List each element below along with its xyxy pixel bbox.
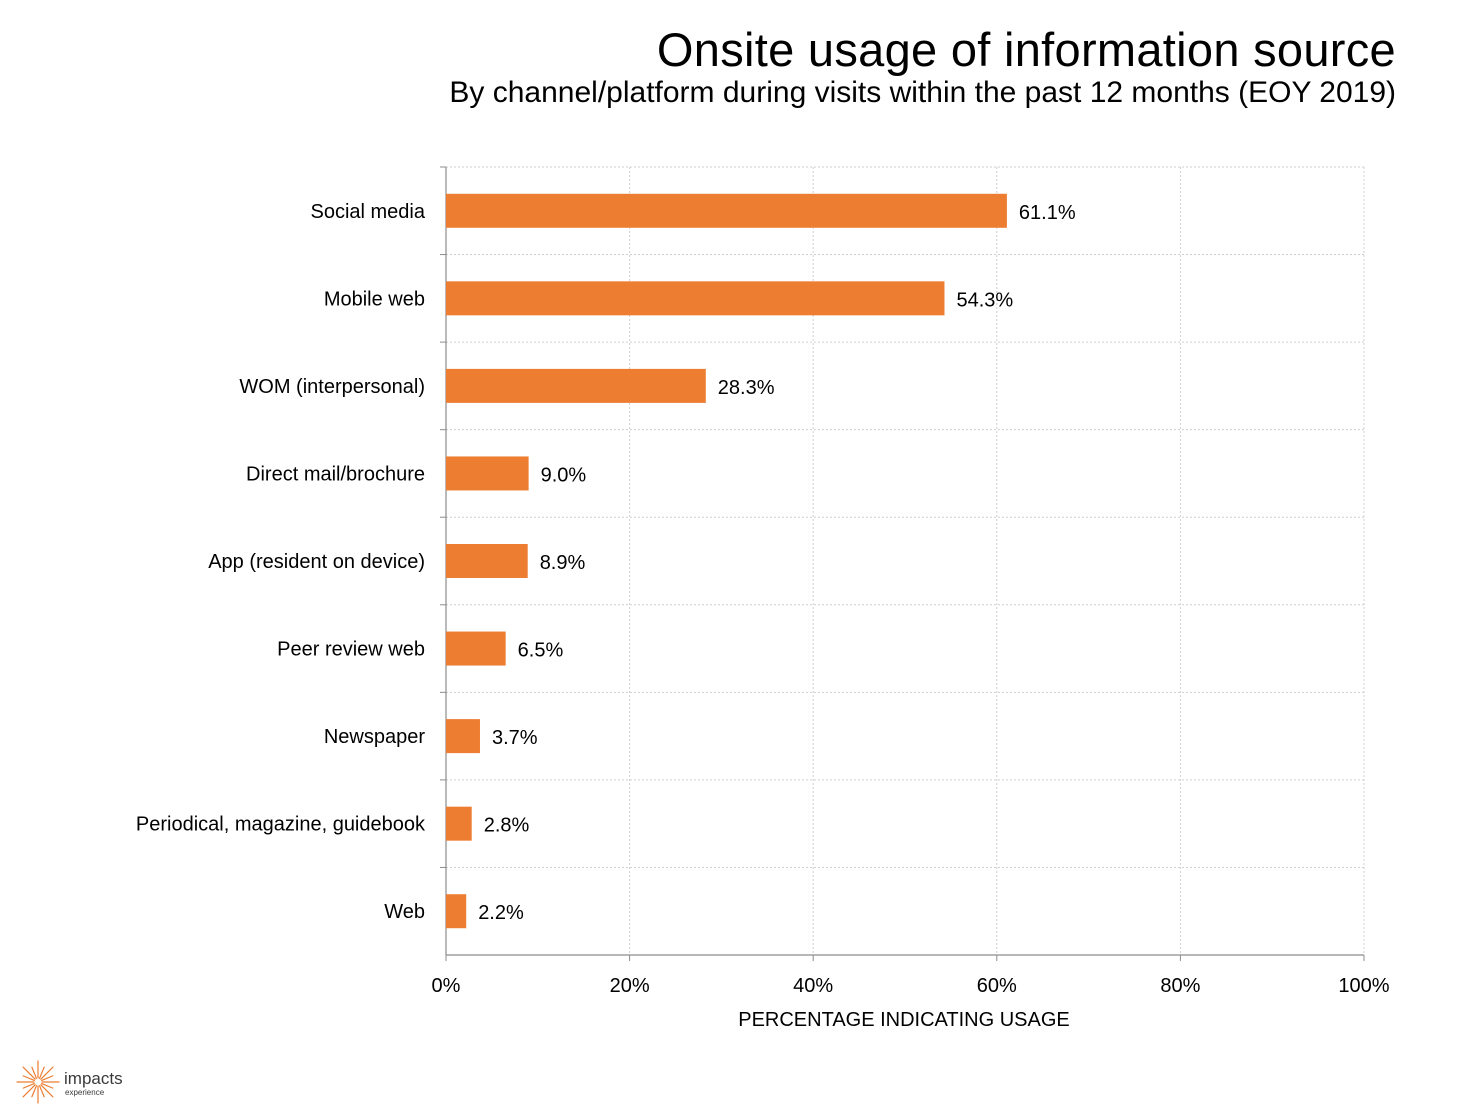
x-tick-label: 60%: [977, 975, 1017, 997]
category-label: WOM (interpersonal): [239, 376, 425, 398]
x-tick-label: 40%: [793, 975, 833, 997]
category-label: Direct mail/brochure: [246, 463, 425, 485]
labels: 0% 20% 40% 60% 80% 100% 61.1% Social media 54.3%…: [136, 201, 1390, 997]
x-tick-label: 80%: [1160, 975, 1200, 997]
data-label: 9.0%: [541, 464, 587, 486]
x-tick-label: 100%: [1338, 975, 1389, 997]
bar: [446, 631, 506, 666]
sunburst-ray: [31, 1066, 38, 1079]
category-label: Mobile web: [324, 288, 425, 310]
sunburst-ray: [22, 1075, 35, 1082]
data-label: 54.3%: [956, 289, 1013, 311]
sunburst-ray: [41, 1075, 54, 1082]
bar: [446, 544, 528, 578]
bar: [446, 806, 472, 841]
category-label: Social media: [310, 201, 425, 223]
grid-lines: [446, 166, 1365, 955]
sunburst-ray: [22, 1082, 35, 1089]
bars: [446, 193, 1007, 929]
sunburst-ray: [40, 1066, 54, 1080]
sunburst-ray: [38, 1085, 45, 1098]
category-label: App (resident on device): [208, 551, 425, 573]
bar: [446, 193, 1007, 228]
x-axis-title: PERCENTAGE INDICATING USAGE: [738, 1009, 1070, 1031]
bar: [446, 456, 529, 491]
category-label: Periodical, magazine, guidebook: [136, 814, 426, 836]
bar: [446, 281, 945, 316]
data-label: 28.3%: [718, 377, 775, 399]
bar: [446, 894, 467, 929]
chart-subtitle: By channel/platform during visits within…: [449, 76, 1396, 109]
x-tick-label: 0%: [432, 975, 461, 997]
data-label: 2.2%: [478, 902, 524, 924]
data-label: 8.9%: [540, 552, 586, 574]
bar: [446, 368, 706, 403]
logo-name: impacts: [64, 1069, 123, 1088]
category-label: Web: [384, 901, 425, 923]
sunburst-logo-icon: [16, 1060, 60, 1104]
sunburst-ray: [22, 1066, 36, 1080]
sunburst-ray: [41, 1082, 54, 1089]
category-label: Newspaper: [324, 726, 426, 748]
impacts-logo: impacts experience: [16, 1057, 146, 1107]
x-tick-label: 20%: [610, 975, 650, 997]
category-label: Peer review web: [277, 639, 425, 661]
sunburst-ray: [40, 1084, 54, 1098]
sunburst-ray: [38, 1066, 45, 1079]
bar: [446, 719, 480, 754]
data-label: 3.7%: [492, 727, 538, 749]
data-label: 6.5%: [518, 640, 564, 662]
chart-title: Onsite usage of information source: [656, 23, 1396, 76]
data-label: 61.1%: [1019, 202, 1076, 224]
data-label: 2.8%: [484, 815, 530, 837]
logo-subtext: experience: [65, 1088, 105, 1097]
sunburst-ray: [31, 1085, 38, 1098]
sunburst-ray: [22, 1084, 36, 1098]
